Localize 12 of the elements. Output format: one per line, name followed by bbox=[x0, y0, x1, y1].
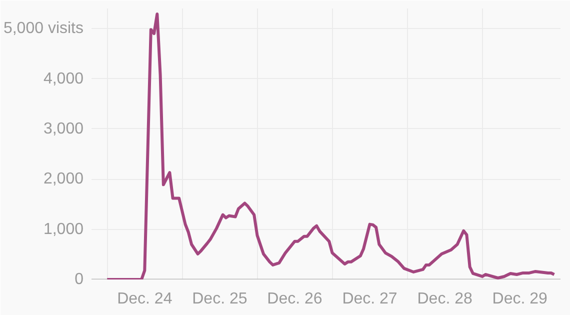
x-tick-label: Dec. 24 bbox=[117, 290, 172, 308]
y-tick-label: 2,000 bbox=[43, 170, 84, 188]
y-tick-label: 4,000 bbox=[43, 70, 84, 88]
x-tick-label: Dec. 25 bbox=[192, 290, 248, 308]
x-tick-label: Dec. 28 bbox=[417, 290, 472, 308]
x-tick-label: Dec. 26 bbox=[267, 290, 322, 308]
y-tick-label: 0 bbox=[74, 271, 84, 288]
y-tick-label: 5,000 visits bbox=[3, 20, 84, 38]
y-tick-label: 1,000 bbox=[43, 220, 84, 238]
x-tick-label: Dec. 27 bbox=[342, 290, 398, 308]
y-tick-label: 3,000 bbox=[43, 120, 84, 138]
x-tick-label: Dec. 29 bbox=[492, 290, 548, 308]
